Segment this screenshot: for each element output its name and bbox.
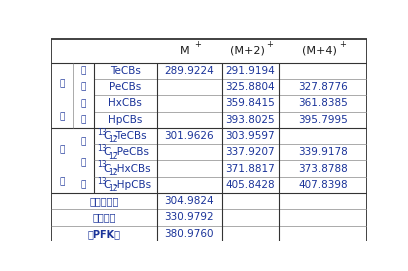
Text: C: C xyxy=(104,180,111,190)
Text: -HpCBs: -HpCBs xyxy=(113,180,152,190)
Text: 407.8398: 407.8398 xyxy=(298,180,348,190)
Text: 質量校正用: 質量校正用 xyxy=(89,196,119,206)
Text: 質: 質 xyxy=(60,178,65,186)
Text: 371.8817: 371.8817 xyxy=(225,164,275,173)
Text: HxCBs: HxCBs xyxy=(109,98,142,108)
Text: 289.9224: 289.9224 xyxy=(164,66,214,76)
Text: -PeCBs: -PeCBs xyxy=(113,147,150,157)
Text: 準: 準 xyxy=(81,180,86,189)
Text: 分: 分 xyxy=(81,66,86,75)
Text: 291.9194: 291.9194 xyxy=(225,66,275,76)
Text: 395.7995: 395.7995 xyxy=(298,115,348,125)
Text: 301.9626: 301.9626 xyxy=(164,131,214,141)
Text: 13: 13 xyxy=(97,128,106,137)
Text: 12: 12 xyxy=(108,151,118,160)
Text: +: + xyxy=(266,40,273,49)
Text: 物: 物 xyxy=(60,80,65,89)
Text: 325.8804: 325.8804 xyxy=(225,82,275,92)
Text: -TeCBs: -TeCBs xyxy=(113,131,147,141)
Text: 380.9760: 380.9760 xyxy=(164,229,214,239)
Text: （PFK）: （PFK） xyxy=(87,229,120,239)
Text: C: C xyxy=(104,164,111,173)
Text: 304.9824: 304.9824 xyxy=(164,196,214,206)
Text: 359.8415: 359.8415 xyxy=(225,98,275,108)
Text: 13: 13 xyxy=(97,144,106,153)
Text: 象: 象 xyxy=(81,115,86,124)
Text: 361.8385: 361.8385 xyxy=(298,98,348,108)
Text: (M+4): (M+4) xyxy=(302,46,337,56)
Text: 析: 析 xyxy=(81,83,86,92)
Text: 12: 12 xyxy=(108,135,118,144)
Text: 13: 13 xyxy=(97,160,106,169)
Text: 物: 物 xyxy=(60,145,65,154)
Text: 標準物質: 標準物質 xyxy=(92,212,116,222)
Text: HpCBs: HpCBs xyxy=(108,115,142,125)
Text: 13: 13 xyxy=(97,177,106,186)
Text: 対: 対 xyxy=(81,99,86,108)
Text: 330.9792: 330.9792 xyxy=(164,212,214,222)
Text: 337.9207: 337.9207 xyxy=(225,147,275,157)
Text: 339.9178: 339.9178 xyxy=(298,147,348,157)
Text: 12: 12 xyxy=(108,168,118,177)
Text: 393.8025: 393.8025 xyxy=(225,115,275,125)
Text: 標: 標 xyxy=(81,159,86,167)
Text: 質: 質 xyxy=(60,112,65,121)
Text: C: C xyxy=(104,147,111,157)
Text: 303.9597: 303.9597 xyxy=(225,131,275,141)
Text: C: C xyxy=(104,131,111,141)
Text: TeCBs: TeCBs xyxy=(110,66,141,76)
Text: M: M xyxy=(180,46,189,56)
Text: 405.8428: 405.8428 xyxy=(225,180,275,190)
Text: 12: 12 xyxy=(108,184,118,193)
Text: +: + xyxy=(194,40,201,49)
Text: (M+2): (M+2) xyxy=(230,46,264,56)
Text: +: + xyxy=(339,40,346,49)
Text: PeCBs: PeCBs xyxy=(109,82,142,92)
Text: -HxCBs: -HxCBs xyxy=(113,164,151,173)
Text: 327.8776: 327.8776 xyxy=(298,82,348,92)
Text: 内: 内 xyxy=(81,137,86,146)
Text: 373.8788: 373.8788 xyxy=(298,164,348,173)
